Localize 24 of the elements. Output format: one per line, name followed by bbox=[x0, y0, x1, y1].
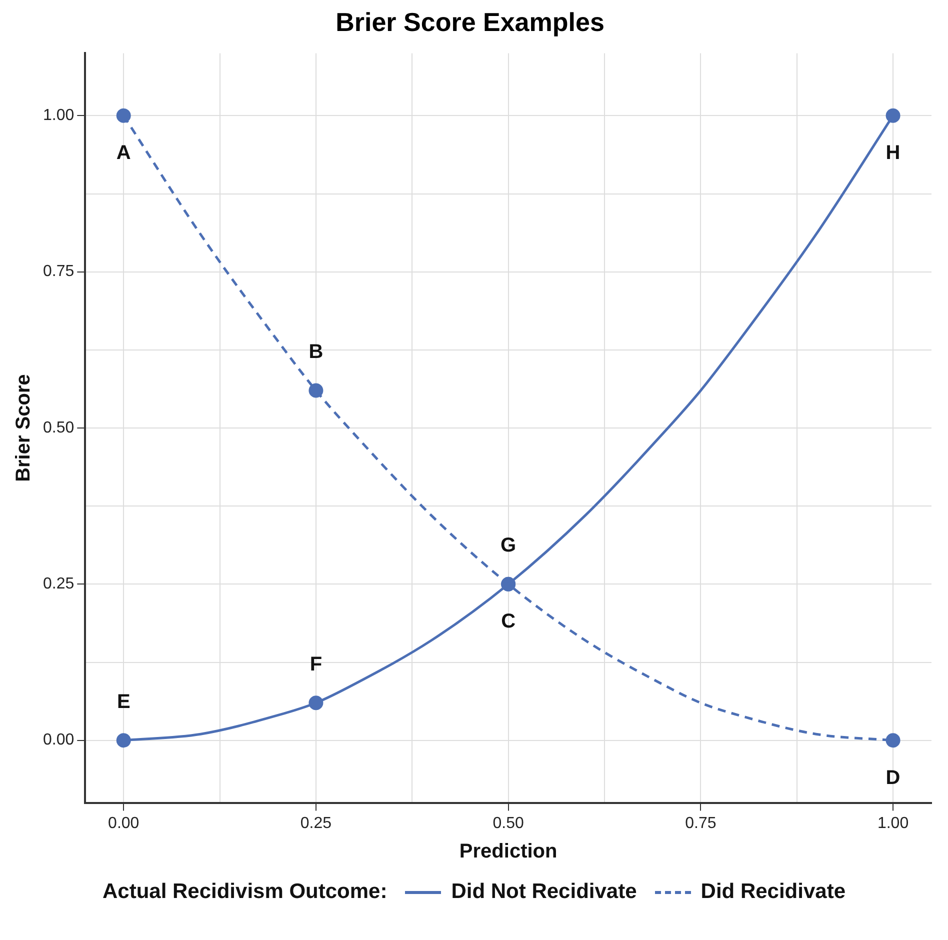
x-tick-label: 0.75 bbox=[685, 814, 716, 832]
annotation: C bbox=[501, 610, 516, 633]
annotation: E bbox=[116, 690, 130, 713]
annotation: B bbox=[308, 341, 324, 364]
y-tick-label: 0.50 bbox=[43, 419, 74, 436]
x-axis-title: Prediction bbox=[459, 840, 558, 863]
legend-title: Actual Recidivism Outcome: bbox=[102, 880, 388, 904]
y-axis-title: Brier Score bbox=[12, 374, 35, 482]
legend-label: Did Recidivate bbox=[700, 880, 846, 904]
y-tick-label: 1.00 bbox=[43, 107, 74, 124]
chart-title: Brier Score Examples bbox=[336, 6, 604, 37]
y-tick-label: 0.25 bbox=[43, 576, 74, 593]
x-tick-label: 0.00 bbox=[108, 814, 140, 832]
annotation: A bbox=[116, 142, 131, 164]
annotation: H bbox=[886, 142, 900, 164]
x-tick-label: 0.50 bbox=[492, 814, 524, 832]
x-tick-label: 0.25 bbox=[300, 814, 332, 832]
legend-label: Did Not Recidivate bbox=[451, 880, 637, 904]
x-tick-label: 1.00 bbox=[877, 814, 909, 832]
annotation: G bbox=[500, 534, 516, 557]
y-tick-label: 0.75 bbox=[43, 263, 74, 280]
y-tick-label: 0.00 bbox=[43, 732, 74, 749]
annotation: F bbox=[310, 653, 322, 676]
annotation: D bbox=[886, 766, 900, 789]
